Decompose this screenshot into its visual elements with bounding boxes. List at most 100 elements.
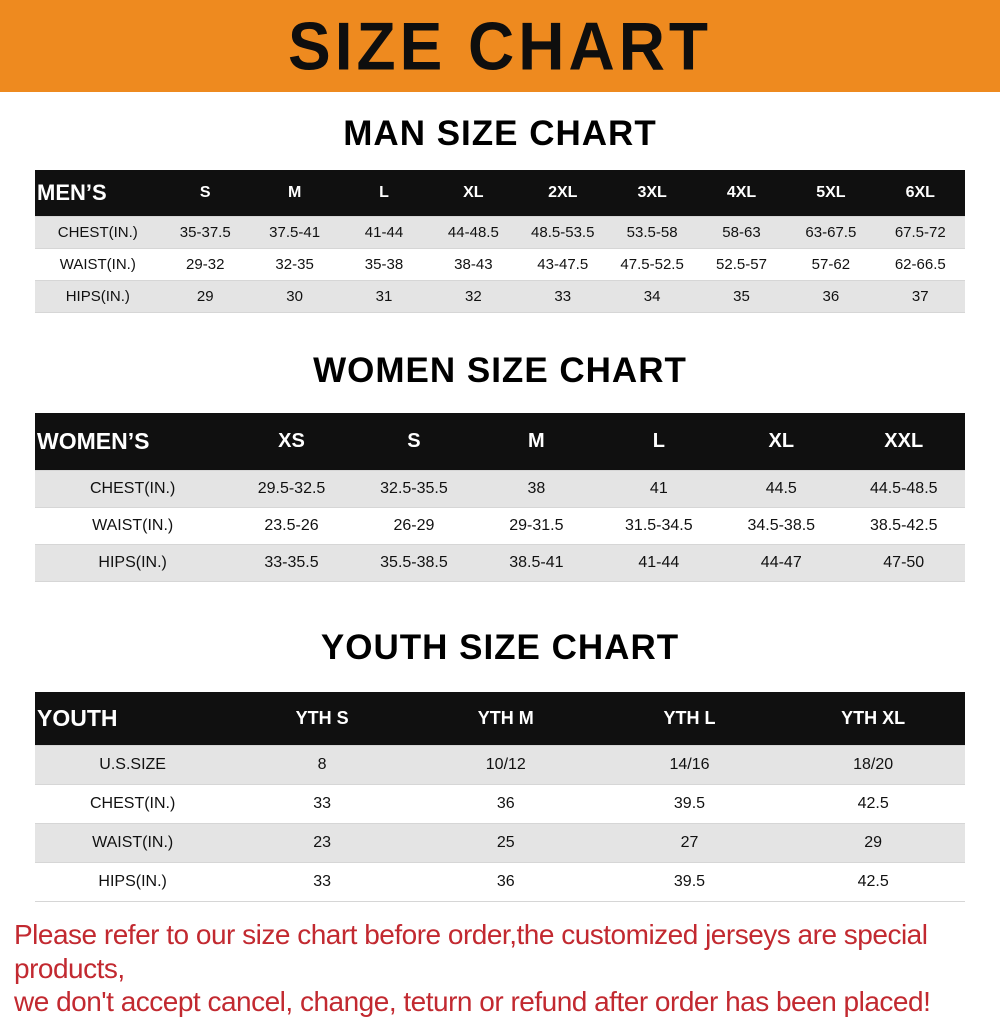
size-header-cell: 3XL — [607, 170, 697, 217]
value-cell: 14/16 — [669, 756, 710, 773]
value-cell: 37.5-41 — [269, 224, 321, 241]
value-cell: 52.5-57 — [716, 256, 767, 273]
table-title-cell: WOMEN’S — [35, 413, 231, 471]
value-cell: 48.5-53.5 — [531, 224, 595, 241]
value-cell: 42.5 — [857, 873, 889, 890]
table-row: CHEST(IN.) 29.5-32.5 32.5-35.5 38 41 44.5 44.5… — [35, 470, 965, 508]
size-header-cell: XL — [720, 413, 843, 471]
value-cell: 47-50 — [883, 554, 925, 571]
table-row: HIPS(IN.) 29 30 31 32 33 34 35 36 37 — [35, 280, 965, 313]
row-label-cell: CHEST(IN.) — [89, 480, 176, 497]
value-cell: 10/12 — [485, 756, 526, 773]
disclaimer-line-2: we don't accept cancel, change, teturn o… — [14, 986, 931, 1018]
value-cell: 63-67.5 — [805, 224, 857, 241]
value-cell: 36 — [496, 795, 515, 812]
value-cell: 8 — [317, 756, 327, 773]
size-header-cell: 2XL — [518, 170, 608, 217]
size-header-cell: M — [475, 413, 598, 471]
value-cell: 18/20 — [853, 756, 894, 773]
youth-size-table: YOUTH YTH S YTH M YTH L YTH XL U.S.SIZE 8 10/12… — [35, 692, 965, 902]
row-label-cell: HIPS(IN.) — [65, 288, 130, 305]
table-header-row: WOMEN’S XS S M L XL XXL — [35, 413, 965, 471]
size-chart-banner: SIZE CHART — [0, 0, 1000, 92]
value-cell: 41-44 — [638, 554, 680, 571]
youth-size-chart-section: YOUTH SIZE CHART YOUTH YTH S YTH M YTH L YTH… — [0, 628, 1000, 902]
value-cell: 67.5-72 — [894, 224, 946, 241]
value-cell: 32 — [465, 288, 482, 305]
table-header-row: MEN’S S M L XL 2XL 3XL 4XL 5XL 6XL — [35, 170, 965, 217]
value-cell: 36 — [496, 873, 515, 890]
women-size-table: WOMEN’S XS S M L XL XXL CHEST(IN.) 29.5-32.5 32.5… — [35, 413, 965, 582]
value-cell: 57-62 — [811, 256, 851, 273]
women-size-chart-section: WOMEN SIZE CHART WOMEN’S XS S M L XL XXL CHEST(… — [0, 351, 1000, 582]
value-cell: 44.5-48.5 — [869, 480, 938, 497]
size-header-cell: XL — [428, 170, 519, 217]
value-cell: 38.5-41 — [509, 554, 564, 571]
size-header-cell: YTH S — [230, 692, 414, 746]
table-row: CHEST(IN.) 33 36 39.5 42.5 — [35, 784, 965, 824]
value-cell: 58-63 — [722, 224, 761, 241]
value-cell: 38 — [527, 480, 546, 497]
value-cell: 44-48.5 — [447, 224, 499, 241]
size-header-cell: 6XL — [875, 170, 965, 217]
value-cell: 29 — [196, 288, 214, 305]
value-cell: 23.5-26 — [264, 517, 319, 534]
value-cell: 33 — [313, 795, 332, 812]
table-title-cell: YOUTH — [35, 692, 231, 746]
value-cell: 33 — [554, 288, 572, 305]
youth-section-heading: YOUTH SIZE CHART — [320, 628, 680, 667]
size-header-cell: L — [597, 413, 721, 471]
value-cell: 35.5-38.5 — [380, 554, 448, 571]
disclaimer-line-1: Please refer to our size chart before or… — [14, 919, 928, 984]
table-row: WAIST(IN.) 23.5-26 26-29 29-31.5 31.5-34.5 34… — [35, 507, 965, 545]
row-label-cell: CHEST(IN.) — [89, 795, 176, 812]
value-cell: 29 — [864, 834, 883, 851]
row-label-cell: CHEST(IN.) — [57, 224, 138, 241]
size-header-cell: 4XL — [696, 170, 787, 217]
value-cell: 35-38 — [364, 256, 404, 273]
value-cell: 35 — [733, 288, 750, 305]
value-cell: 38.5-42.5 — [869, 517, 938, 534]
value-cell: 29-31.5 — [509, 517, 564, 534]
size-header-cell: L — [339, 170, 429, 217]
value-cell: 27 — [680, 834, 699, 851]
value-cell: 41-44 — [364, 224, 404, 241]
table-row: HIPS(IN.) 33 36 39.5 42.5 — [35, 862, 965, 902]
size-header-cell: 5XL — [786, 170, 876, 217]
value-cell: 23 — [313, 834, 332, 851]
value-cell: 53.5-58 — [626, 224, 678, 241]
value-cell: 39.5 — [673, 873, 706, 890]
value-cell: 62-66.5 — [894, 256, 946, 273]
value-cell: 33 — [313, 873, 332, 890]
value-cell: 35-37.5 — [179, 224, 231, 241]
value-cell: 26-29 — [393, 517, 435, 534]
value-cell: 29-32 — [186, 256, 225, 273]
value-cell: 42.5 — [857, 795, 889, 812]
size-header-cell: M — [249, 170, 340, 217]
table-row: HIPS(IN.) 33-35.5 35.5-38.5 38.5-41 41-44 44-… — [35, 544, 965, 582]
value-cell: 34 — [643, 288, 661, 305]
row-label-cell: HIPS(IN.) — [98, 554, 167, 571]
man-size-table: MEN’S S M L XL 2XL 3XL 4XL 5XL 6XL CHEST(IN.) 35-37… — [35, 170, 965, 313]
size-header-cell: S — [160, 170, 250, 217]
value-cell: 44.5 — [765, 480, 797, 497]
row-label-cell: U.S.SIZE — [99, 756, 166, 773]
table-row: WAIST(IN.) 29-32 32-35 35-38 38-43 43-47.5 47.… — [35, 248, 965, 281]
table-row: WAIST(IN.) 23 25 27 29 — [35, 823, 965, 863]
table-title-cell: MEN’S — [35, 170, 161, 217]
value-cell: 33-35.5 — [264, 554, 319, 571]
value-cell: 41 — [649, 480, 668, 497]
value-cell: 32-35 — [275, 256, 314, 273]
size-header-cell: YTH L — [597, 692, 782, 746]
row-label-cell: WAIST(IN.) — [92, 834, 174, 851]
row-label-cell: HIPS(IN.) — [98, 873, 167, 890]
row-label-cell: WAIST(IN.) — [92, 517, 174, 534]
value-cell: 38-43 — [454, 256, 493, 273]
size-header-cell: XXL — [842, 413, 965, 471]
size-header-cell: YTH XL — [781, 692, 965, 746]
page-title: SIZE CHART — [288, 7, 712, 85]
women-section-heading: WOMEN SIZE CHART — [313, 351, 687, 390]
value-cell: 36 — [822, 288, 840, 305]
value-cell: 29.5-32.5 — [257, 480, 326, 497]
table-row: CHEST(IN.) 35-37.5 37.5-41 41-44 44-48.5 48.5… — [35, 216, 965, 249]
